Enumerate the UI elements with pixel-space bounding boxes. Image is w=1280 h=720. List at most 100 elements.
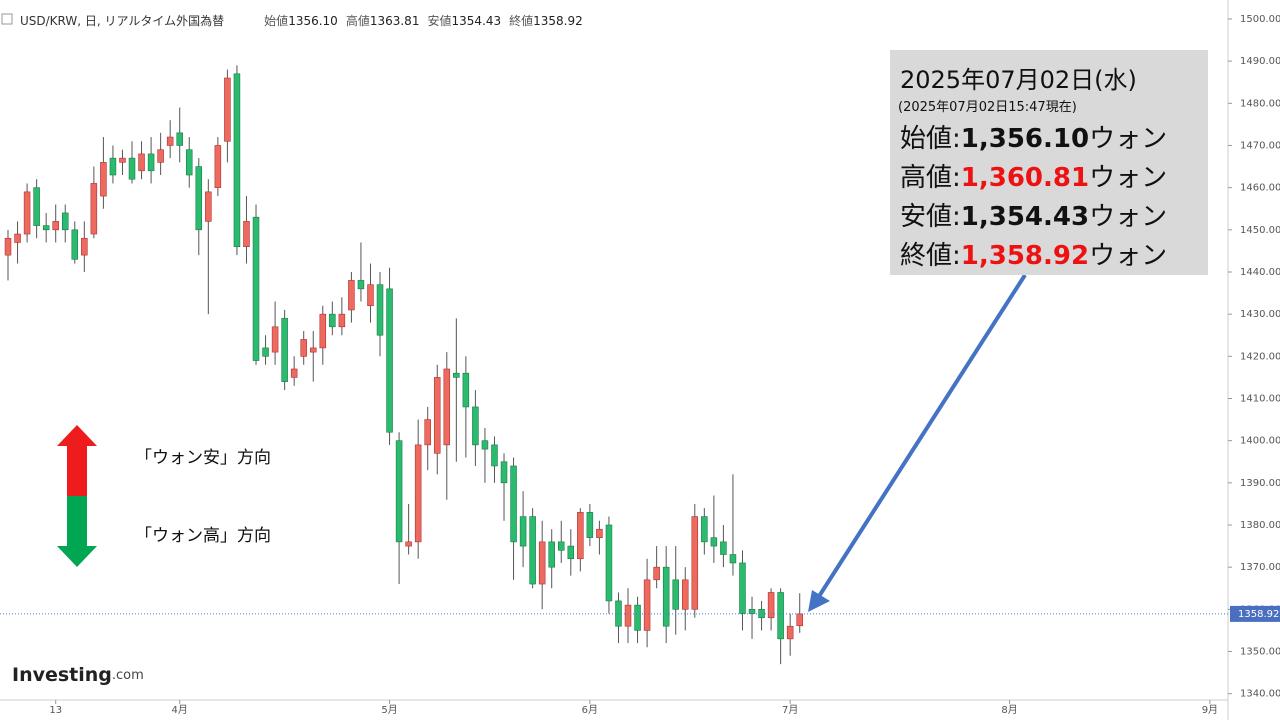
header-value: 1356.10	[288, 14, 338, 28]
candle-body	[701, 516, 708, 543]
pointer-arrow	[814, 273, 1027, 603]
candle-body	[777, 592, 784, 640]
annotation-row: 高値:1,360.81ウォン	[900, 157, 1167, 194]
annotation-row: 安値:1,354.43ウォン	[900, 196, 1167, 233]
candle-body	[61, 212, 69, 231]
candle-body	[176, 132, 183, 146]
y-tick-label: 1450.00	[1240, 225, 1280, 236]
candle-body	[109, 157, 117, 176]
x-tick-label: 13	[49, 705, 62, 716]
candle-body	[290, 368, 298, 378]
annotation-row: 終値:1,358.92ウォン	[900, 235, 1167, 272]
y-tick-label: 1460.00	[1240, 183, 1280, 194]
y-tick-label: 1480.00	[1240, 98, 1280, 109]
candle-body	[462, 372, 470, 408]
y-tick-label: 1490.00	[1240, 56, 1280, 67]
candle-body	[166, 136, 174, 146]
x-tick-label: 4月	[172, 704, 188, 716]
pointer-arrow-head	[808, 590, 830, 612]
candle-body	[147, 153, 155, 172]
candle-body	[357, 280, 365, 290]
row-label: 始値:	[900, 124, 961, 154]
candle-body	[128, 157, 136, 180]
candle-body	[243, 221, 250, 247]
last-price-tag	[1230, 605, 1280, 622]
y-tick-label: 1400.00	[1240, 436, 1280, 447]
header-label: 高値	[346, 13, 370, 28]
y-tick-label: 1440.00	[1240, 267, 1280, 278]
x-tick-label: 7月	[782, 704, 798, 716]
candle-body	[758, 609, 765, 619]
row-label: 安値:	[900, 202, 961, 232]
row-label: 終値:	[900, 241, 961, 271]
candle-body	[81, 237, 88, 256]
logo: Investing.com	[12, 664, 144, 686]
candle-body	[729, 554, 737, 564]
logo-brand: Investing	[12, 664, 112, 686]
candle-body	[433, 377, 441, 454]
candle-body	[157, 149, 164, 163]
y-tick-label: 1420.00	[1240, 351, 1280, 362]
arrow-down	[57, 496, 97, 567]
candle-body	[405, 541, 412, 547]
x-tick-label: 9月	[1202, 704, 1218, 716]
row-value: 1,360.81	[960, 163, 1090, 193]
candle-body	[567, 545, 575, 560]
header-value: 1358.92	[533, 14, 583, 28]
candle-body	[605, 524, 613, 602]
candle-body	[596, 528, 603, 538]
legend-down: 「ウォン高」方向	[135, 526, 271, 546]
candle-body	[510, 465, 517, 543]
row-value: 1,354.43	[960, 202, 1090, 232]
candle-body	[14, 233, 21, 243]
candle-body	[138, 153, 145, 172]
candle-body	[643, 579, 651, 631]
x-tick-label: 8月	[1001, 704, 1017, 716]
candle-body	[624, 604, 632, 627]
candle-body	[710, 537, 718, 547]
row-unit: ウォン	[1089, 241, 1168, 271]
y-tick-label: 1470.00	[1240, 140, 1280, 151]
candle-body	[52, 221, 59, 231]
candle-body	[376, 284, 384, 336]
candle-body	[4, 237, 12, 256]
candle-body	[205, 191, 212, 222]
candle-body	[472, 406, 479, 446]
header-label: 始値	[264, 13, 288, 28]
candle-body	[262, 347, 269, 357]
candle-body	[309, 347, 317, 353]
candle-body	[195, 166, 203, 231]
candle-body	[481, 440, 489, 450]
candle-body	[386, 288, 393, 433]
candle-body	[414, 444, 422, 543]
candle-body	[739, 562, 746, 614]
candle-body	[672, 579, 679, 610]
x-tick-label: 5月	[381, 704, 397, 716]
last-price-label: 1358.92	[1238, 609, 1279, 620]
candle-body	[214, 145, 222, 188]
candle-body	[271, 326, 279, 353]
candle-body	[367, 284, 374, 307]
candle-body	[329, 313, 336, 328]
candle-body	[42, 225, 50, 231]
candle-body	[786, 625, 794, 640]
y-tick-label: 1500.00	[1240, 14, 1280, 25]
candle-body	[796, 613, 803, 627]
symbol: USD/KRW, 日, リアルタイム外国為替	[20, 14, 224, 28]
candle-body	[767, 592, 775, 619]
candle-body	[319, 313, 327, 349]
candle-body	[634, 604, 641, 631]
candle-body	[500, 461, 508, 484]
candle-body	[33, 187, 40, 226]
header: USD/KRW, 日, リアルタイム外国為替 始値1356.10 高値1363.81…	[20, 13, 583, 28]
candle-body	[233, 73, 241, 247]
legend-up: 「ウォン安」方向	[135, 448, 271, 468]
candle-body	[252, 216, 260, 361]
collapse-icon[interactable]	[1, 13, 13, 25]
candle-body	[519, 516, 527, 547]
header-value: 1363.81	[370, 14, 420, 28]
candle-body	[586, 512, 594, 538]
candle-body	[653, 566, 660, 581]
